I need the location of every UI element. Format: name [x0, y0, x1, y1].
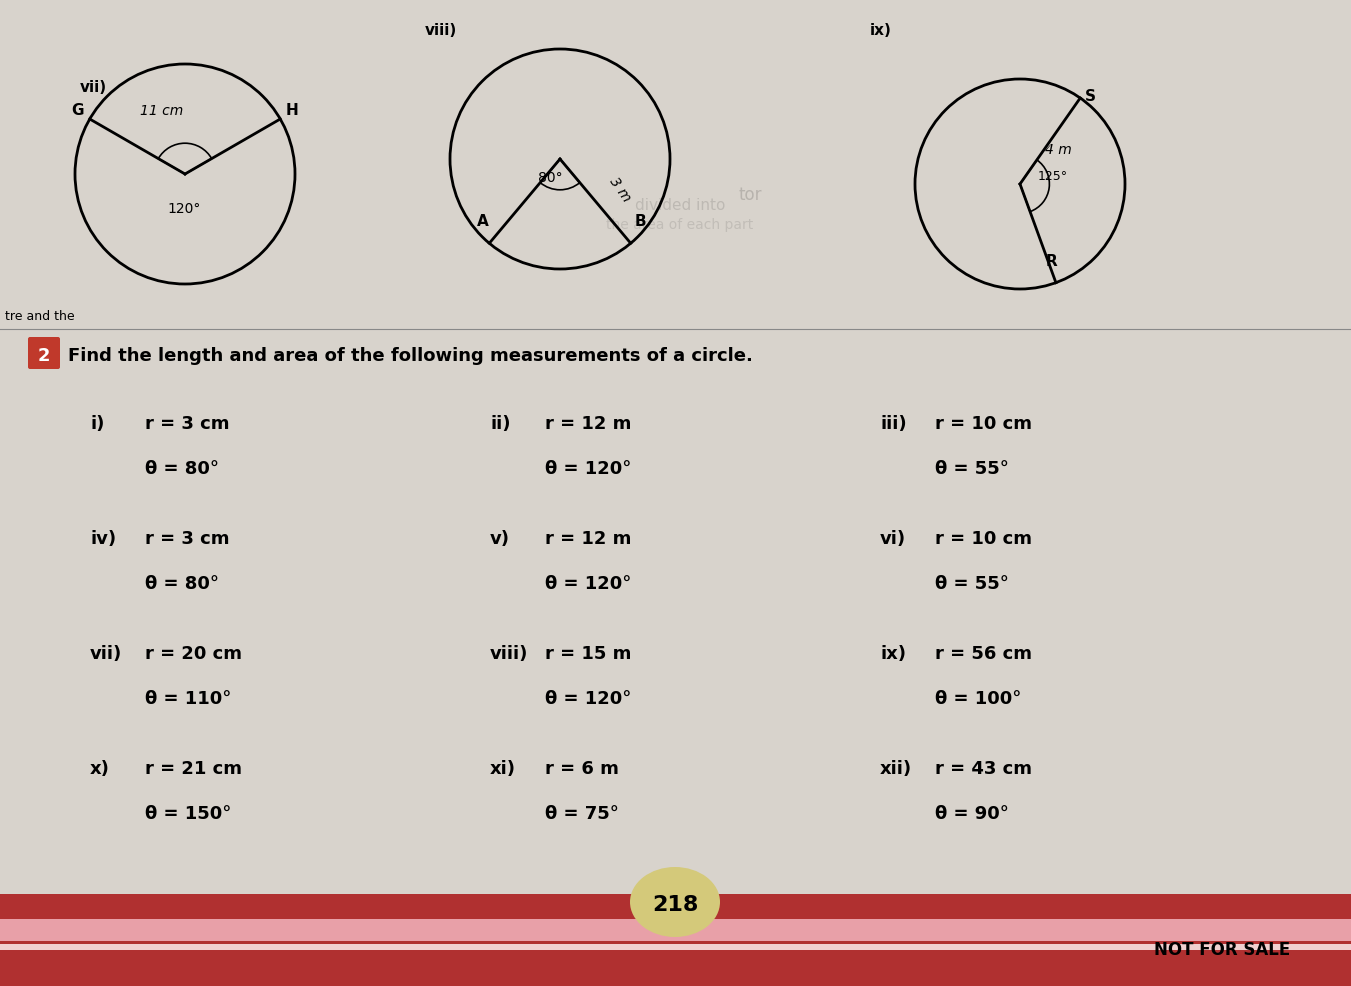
- FancyBboxPatch shape: [0, 894, 1351, 986]
- Text: θ = 150°: θ = 150°: [145, 805, 231, 822]
- Text: 2: 2: [38, 347, 50, 365]
- Text: ii): ii): [490, 414, 511, 433]
- Text: NOT FOR SALE: NOT FOR SALE: [1154, 940, 1290, 958]
- Text: vii): vii): [91, 644, 122, 663]
- Text: r = 3 cm: r = 3 cm: [145, 529, 230, 547]
- FancyBboxPatch shape: [0, 919, 1351, 941]
- Text: θ = 120°: θ = 120°: [544, 459, 631, 477]
- Text: θ = 80°: θ = 80°: [145, 575, 219, 593]
- Text: the area of each part: the area of each part: [607, 218, 754, 232]
- Text: tre and the: tre and the: [5, 310, 74, 322]
- Text: A: A: [477, 214, 489, 229]
- Text: divided into: divided into: [635, 197, 725, 212]
- Text: r = 3 cm: r = 3 cm: [145, 414, 230, 433]
- Ellipse shape: [630, 867, 720, 937]
- Text: xii): xii): [880, 759, 912, 777]
- Text: θ = 55°: θ = 55°: [935, 459, 1009, 477]
- FancyBboxPatch shape: [0, 944, 1351, 951]
- Text: S: S: [1085, 89, 1096, 104]
- Text: 11 cm: 11 cm: [141, 104, 184, 118]
- Text: θ = 120°: θ = 120°: [544, 689, 631, 707]
- Text: 80°: 80°: [538, 171, 562, 184]
- Text: tor: tor: [738, 185, 762, 204]
- Text: θ = 110°: θ = 110°: [145, 689, 231, 707]
- Text: r = 10 cm: r = 10 cm: [935, 414, 1032, 433]
- Text: x): x): [91, 759, 109, 777]
- FancyBboxPatch shape: [28, 337, 59, 370]
- Text: 3 m: 3 m: [607, 175, 634, 204]
- Text: θ = 100°: θ = 100°: [935, 689, 1021, 707]
- Text: r = 56 cm: r = 56 cm: [935, 644, 1032, 663]
- Text: H: H: [285, 103, 299, 118]
- Text: vii): vii): [80, 80, 107, 95]
- Text: B: B: [635, 214, 646, 229]
- Text: θ = 90°: θ = 90°: [935, 805, 1009, 822]
- Text: viii): viii): [426, 23, 457, 38]
- Text: r = 12 m: r = 12 m: [544, 529, 631, 547]
- Text: G: G: [72, 103, 84, 118]
- Text: θ = 75°: θ = 75°: [544, 805, 619, 822]
- Text: v): v): [490, 529, 509, 547]
- Text: r = 6 m: r = 6 m: [544, 759, 619, 777]
- Text: θ = 120°: θ = 120°: [544, 575, 631, 593]
- Text: xi): xi): [490, 759, 516, 777]
- Text: i): i): [91, 414, 104, 433]
- Text: θ = 80°: θ = 80°: [145, 459, 219, 477]
- Text: R: R: [1046, 253, 1058, 268]
- Text: iii): iii): [880, 414, 907, 433]
- Text: r = 12 m: r = 12 m: [544, 414, 631, 433]
- Text: r = 43 cm: r = 43 cm: [935, 759, 1032, 777]
- Text: 218: 218: [651, 894, 698, 914]
- Text: viii): viii): [490, 644, 528, 663]
- Text: r = 20 cm: r = 20 cm: [145, 644, 242, 663]
- Text: ix): ix): [870, 23, 892, 38]
- Text: r = 10 cm: r = 10 cm: [935, 529, 1032, 547]
- Text: ix): ix): [880, 644, 907, 663]
- Text: r = 15 m: r = 15 m: [544, 644, 631, 663]
- Text: Find the length and area of the following measurements of a circle.: Find the length and area of the followin…: [68, 347, 753, 365]
- Text: iv): iv): [91, 529, 116, 547]
- Text: r = 21 cm: r = 21 cm: [145, 759, 242, 777]
- Text: 125°: 125°: [1038, 170, 1069, 182]
- Text: vi): vi): [880, 529, 907, 547]
- Text: 4 m: 4 m: [1046, 143, 1071, 157]
- Text: θ = 55°: θ = 55°: [935, 575, 1009, 593]
- Text: 120°: 120°: [168, 202, 200, 216]
